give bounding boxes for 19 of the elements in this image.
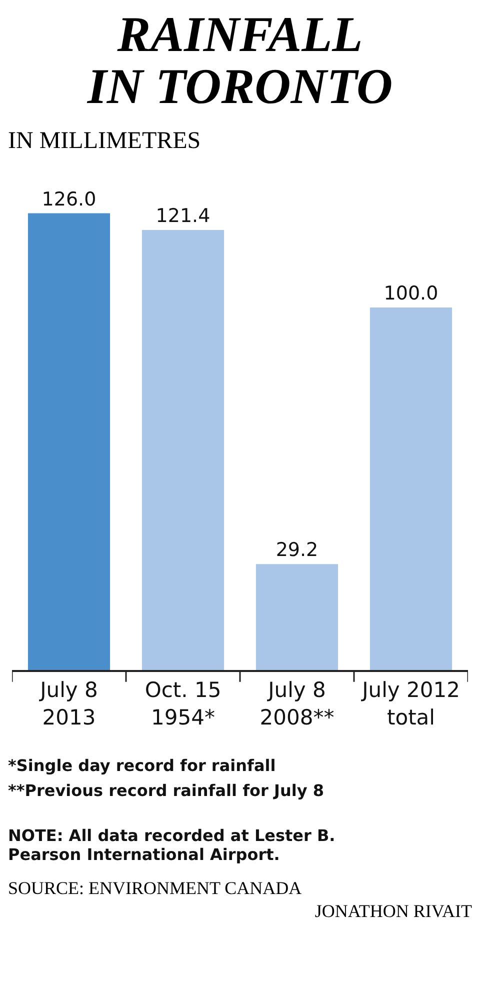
data-label: 100.0	[384, 282, 438, 305]
text: JONATHON RIVAIT	[314, 901, 472, 922]
text: NOTE: All data recorded at Lester B. Pearson International Airport.	[8, 826, 336, 864]
x-tick-label: July 8 2013	[38, 678, 98, 730]
bar	[142, 230, 224, 670]
x-tick-label: Oct. 15 1954*	[144, 678, 222, 730]
bar	[28, 213, 110, 670]
chart-title: RAINFALL IN TORONTO	[86, 6, 394, 114]
data-label: 126.0	[42, 188, 96, 210]
chart-subtitle: IN MILLIMETRES	[8, 128, 202, 155]
x-tick-label: July 8 2008**	[260, 678, 334, 730]
bar	[370, 308, 452, 670]
source-note: SOURCE: ENVIRONMENT CANADA	[8, 878, 303, 899]
text: **Previous record rainfall for July 8	[8, 781, 325, 800]
data-label: 29.2	[276, 539, 318, 562]
text: *Single day record for rainfall	[8, 756, 277, 775]
data-label: 121.4	[156, 204, 210, 227]
x-tick-label: July 2012 total	[360, 678, 460, 730]
bar	[256, 564, 338, 670]
